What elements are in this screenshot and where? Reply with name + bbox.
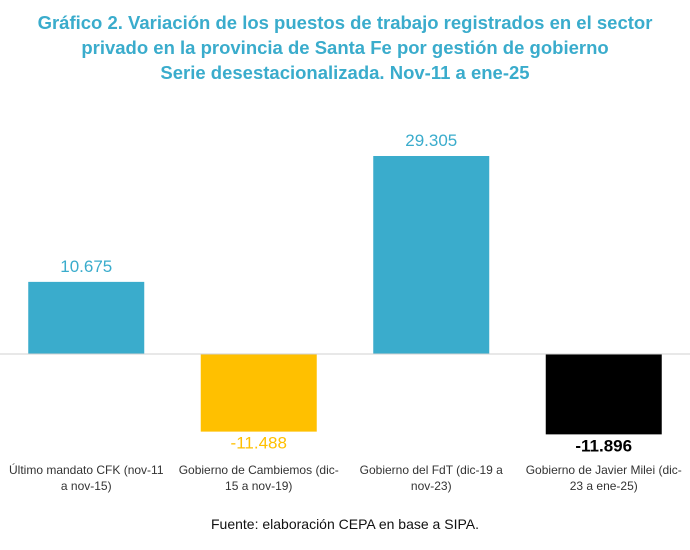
chart-title-line-1: Gráfico 2. Variación de los puestos de t… (37, 12, 653, 33)
value-label-4: -11.896 (575, 436, 632, 455)
value-label-2: -11.488 (231, 434, 287, 453)
bar-2 (200, 354, 317, 432)
category-label-4-line-1: Gobierno de Javier Milei (dic- (526, 463, 682, 477)
bar-1 (28, 281, 145, 354)
category-label-2-line-1: Gobierno de Cambiemos (dic- (179, 463, 339, 477)
category-label-3-line-1: Gobierno del FdT (dic-19 a (360, 463, 504, 477)
chart-title: Gráfico 2. Variación de los puestos de t… (0, 10, 690, 85)
chart-title-line-2: privado en la provincia de Santa Fe por … (81, 37, 609, 58)
chart-title-line-3: Serie desestacionalizada. Nov-11 a ene-2… (160, 62, 530, 83)
category-label-1-line-2: a nov-15) (61, 479, 112, 493)
category-label-4-line-2: 23 a ene-25) (570, 479, 638, 493)
source-note: Fuente: elaboración CEPA en base a SIPA. (211, 516, 479, 532)
category-label-2-line-2: 15 a nov-19) (225, 479, 292, 493)
value-label-1: 10.675 (60, 257, 112, 276)
value-label-3: 29.305 (405, 131, 457, 150)
bar-3 (373, 156, 490, 354)
category-label-3-line-2: nov-23) (411, 479, 452, 493)
bar-4 (545, 354, 662, 435)
category-label-1-line-1: Último mandato CFK (nov-11 (9, 462, 164, 477)
